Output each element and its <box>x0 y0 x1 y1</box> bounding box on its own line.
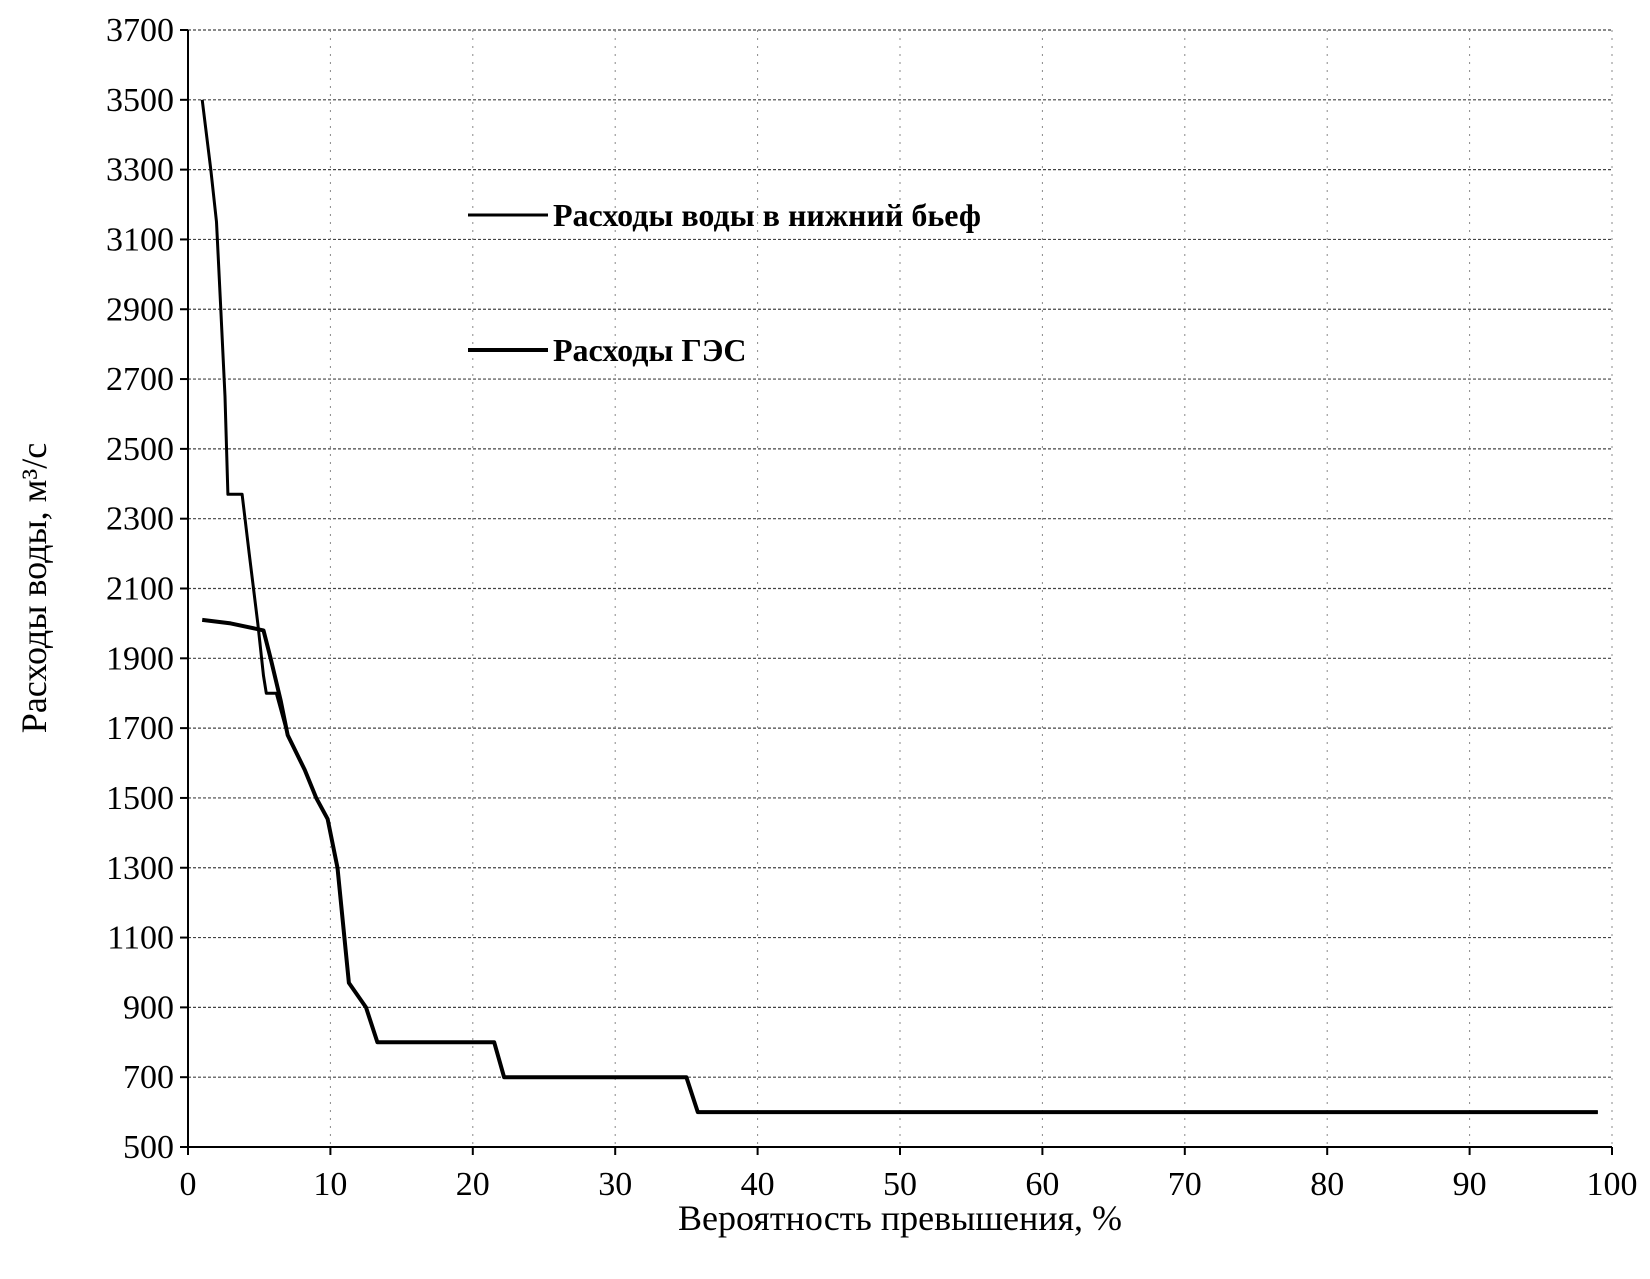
x-axis-title: Вероятность превышения, % <box>678 1198 1122 1238</box>
y-tick-label: 3100 <box>106 221 174 258</box>
y-ticks: 500 700 900 1100 1300 1500 1700 1900 2100 2300 250… <box>106 12 188 1166</box>
y-tick-label: 2900 <box>106 291 174 328</box>
y-tick-label: 3500 <box>106 82 174 119</box>
x-ticks: 0 10 20 30 40 50 60 70 80 90 100 <box>180 1147 1638 1203</box>
y-tick-label: 1100 <box>107 920 174 957</box>
grid <box>188 29 1613 1147</box>
y-tick-label: 2700 <box>106 361 174 398</box>
y-axis-title: Расходы воды, м³/с <box>14 443 54 733</box>
y-tick-label: 1900 <box>106 640 174 677</box>
y-tick-label: 500 <box>123 1129 174 1166</box>
y-tick-label: 3300 <box>106 152 174 189</box>
x-tick-label: 40 <box>741 1166 775 1203</box>
series-line-1 <box>200 99 1598 1114</box>
series-line-2 <box>201 617 1598 1115</box>
y-tick-label: 700 <box>123 1059 174 1096</box>
x-tick-label: 10 <box>313 1166 347 1203</box>
x-tick-label: 60 <box>1025 1166 1059 1203</box>
x-tick-label: 100 <box>1587 1166 1638 1203</box>
y-tick-label: 2100 <box>106 571 174 608</box>
y-tick-label: 3700 <box>106 12 174 49</box>
x-tick-label: 70 <box>1168 1166 1202 1203</box>
y-tick-label: 1300 <box>106 850 174 887</box>
legend: Расходы воды в нижний бьеф Расходы ГЭС <box>468 197 981 368</box>
series <box>200 99 1598 1115</box>
y-tick-label: 2500 <box>106 431 174 468</box>
y-tick-label: 1700 <box>106 710 174 747</box>
legend-label-1: Расходы воды в нижний бьеф <box>553 197 981 233</box>
y-tick-label: 2300 <box>106 501 174 538</box>
x-tick-label: 0 <box>180 1166 197 1203</box>
legend-label-2: Расходы ГЭС <box>553 332 747 368</box>
x-tick-label: 50 <box>883 1166 917 1203</box>
x-tick-label: 90 <box>1453 1166 1487 1203</box>
x-tick-label: 20 <box>456 1166 490 1203</box>
y-tick-label: 1500 <box>106 780 174 817</box>
y-tick-label: 900 <box>123 989 174 1026</box>
x-tick-label: 30 <box>598 1166 632 1203</box>
x-tick-label: 80 <box>1310 1166 1344 1203</box>
